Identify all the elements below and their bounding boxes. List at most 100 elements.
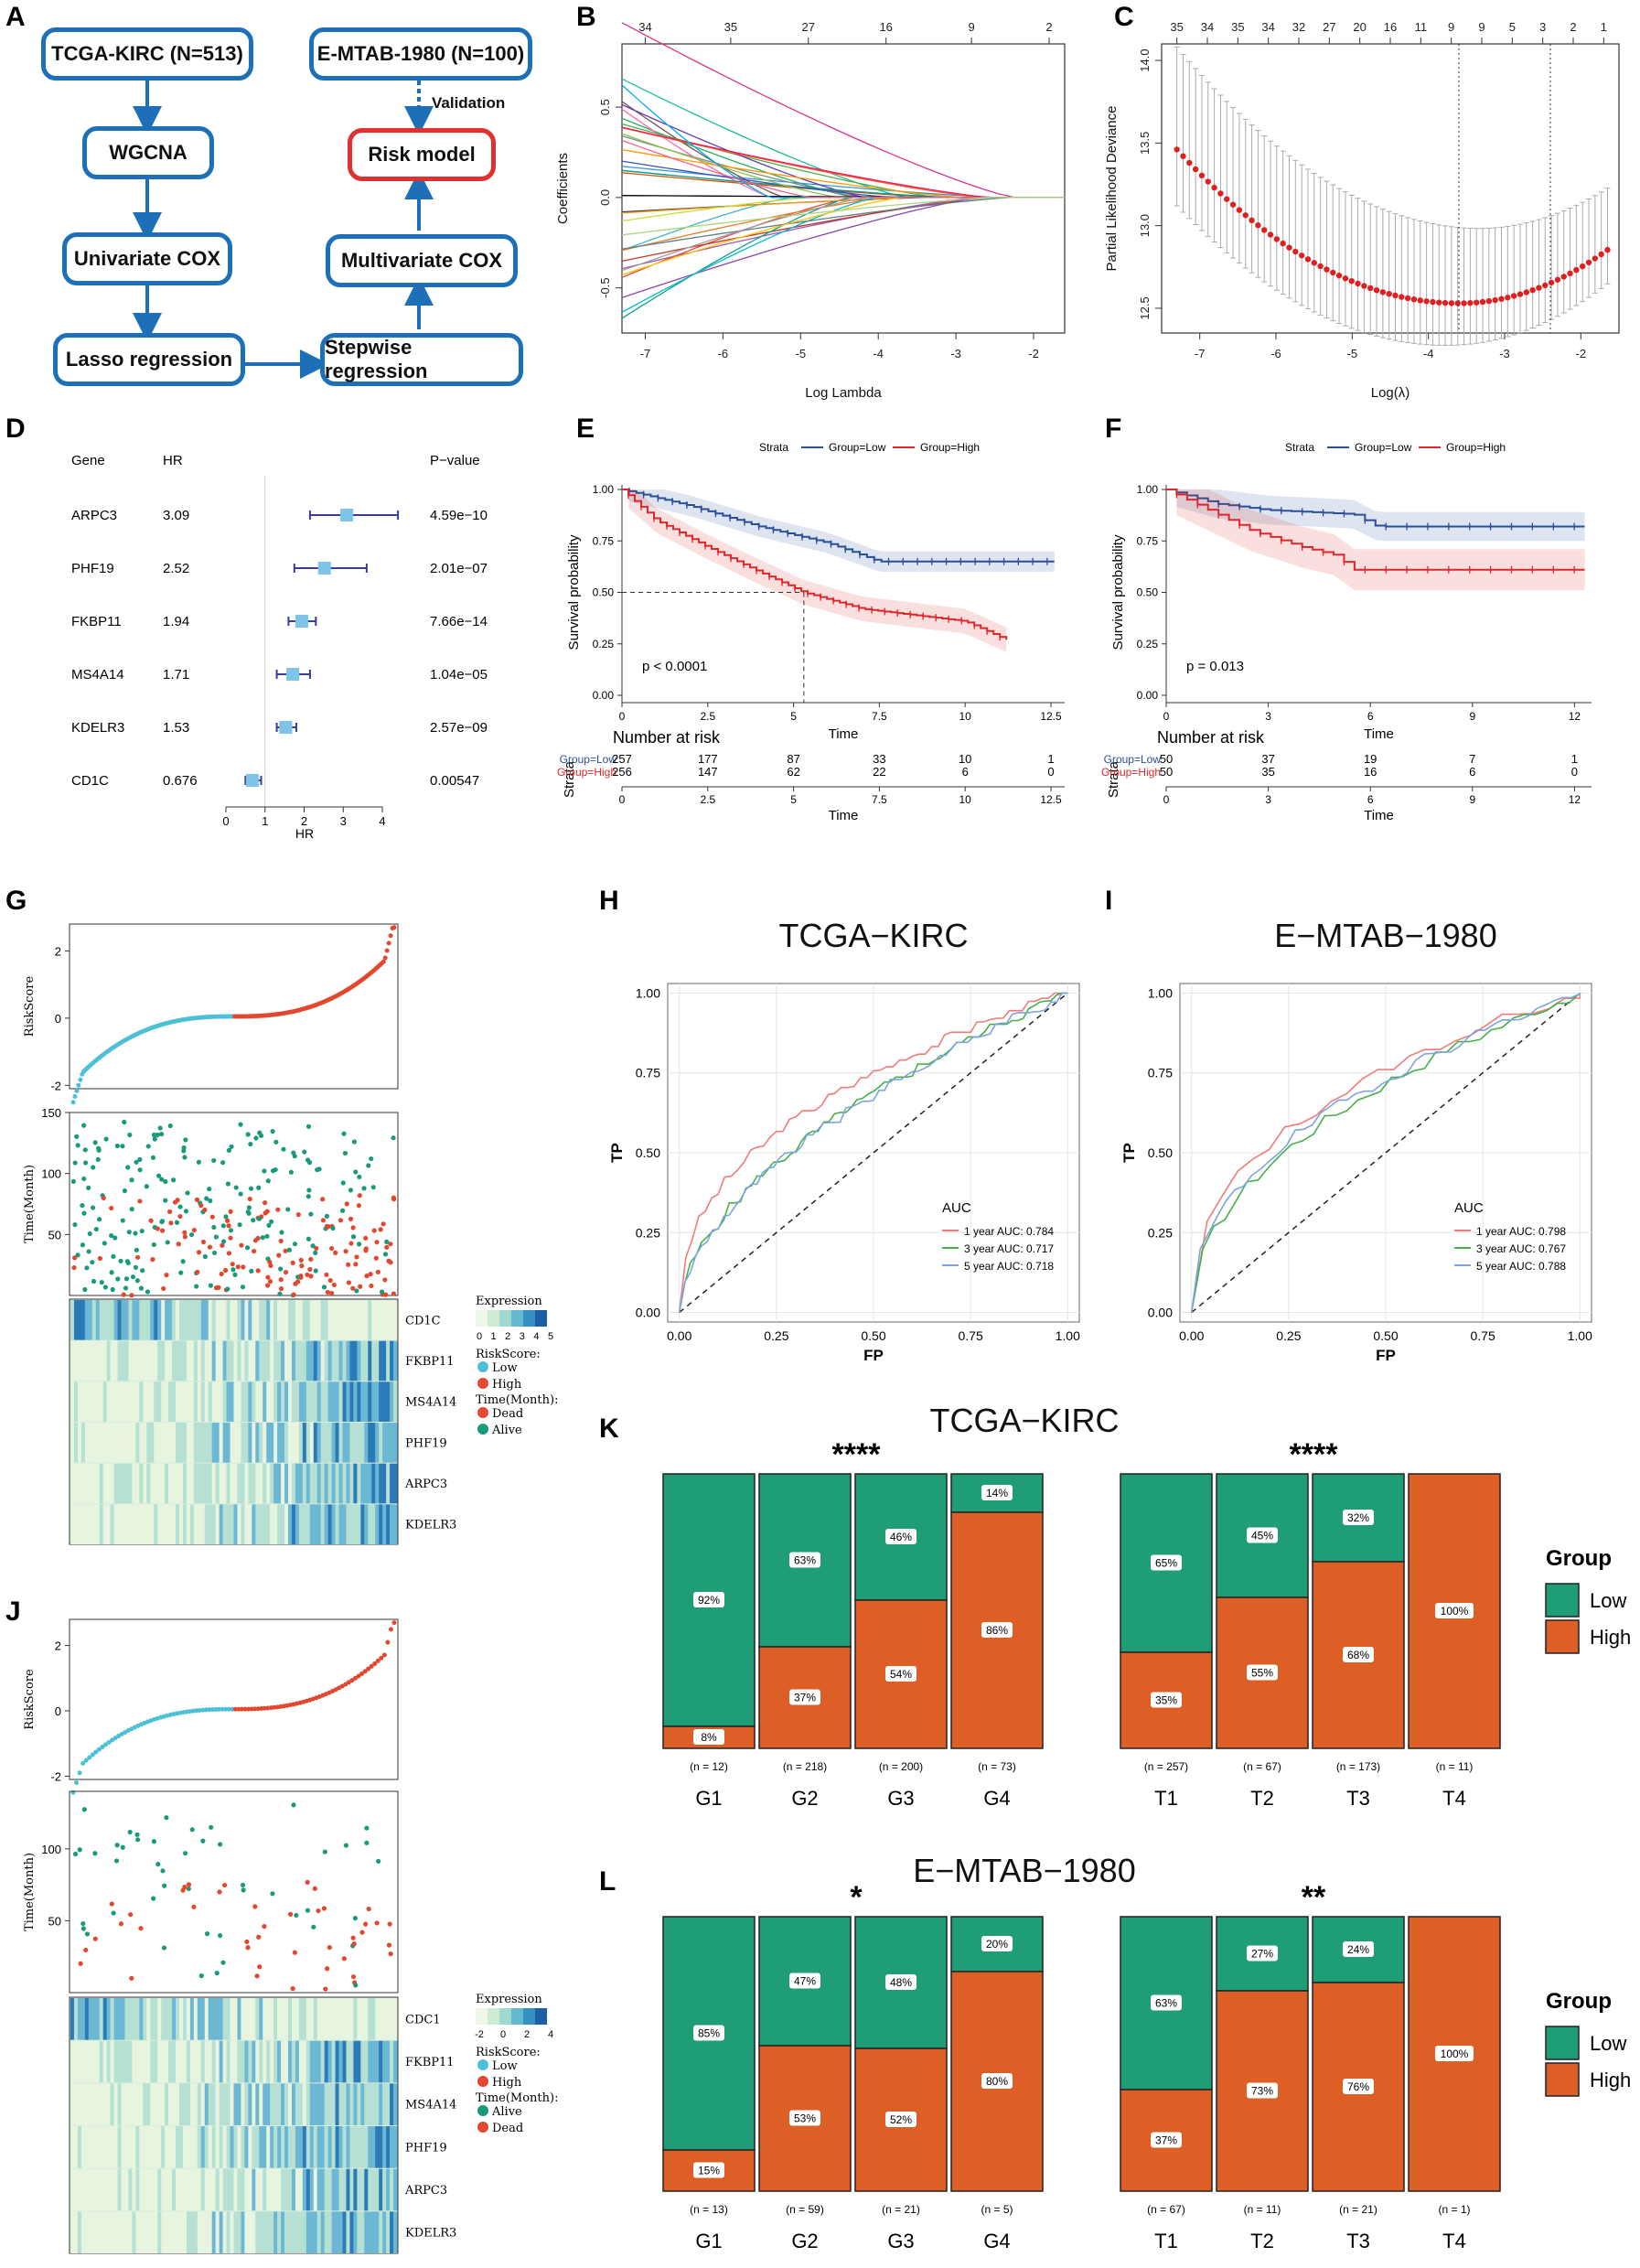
- km-curve: [622, 489, 1008, 640]
- km-ci-band: [1176, 489, 1585, 591]
- bar-high-percent: 100%: [1441, 2048, 1469, 2060]
- heatmap-cell: [390, 1381, 394, 1422]
- roc-x-tick-label: 0.50: [861, 1328, 885, 1343]
- lasso-coef-line: [621, 101, 1065, 199]
- bar-low-percent: 45%: [1251, 1530, 1273, 1542]
- cv-mean-point: [1573, 266, 1580, 274]
- heatmap-cell: [172, 1340, 177, 1381]
- heatmap-cell: [266, 1504, 271, 1544]
- heatmap-cell: [135, 1423, 140, 1463]
- flow-box-emtab: E-MTAB-1980 (N=100): [309, 27, 532, 81]
- heatmap-cell: [390, 2040, 394, 2083]
- legend-gradient-step: [523, 2008, 535, 2025]
- risk-time-point: [228, 1228, 234, 1233]
- km-risk-low-value: 7: [1469, 752, 1475, 766]
- risk-time-point: [315, 1166, 320, 1173]
- heatmap-cell: [241, 1381, 245, 1422]
- risk-time-point: [252, 1248, 257, 1254]
- heatmap-cell: [70, 1504, 75, 1544]
- risk-score-point: [239, 1706, 244, 1712]
- roc-y-tick-label: 0.25: [1148, 1225, 1173, 1240]
- risk-time-point: [129, 1207, 134, 1212]
- heatmap-cell: [208, 1381, 213, 1422]
- heatmap-cell: [113, 1381, 119, 1422]
- heatmap-cell: [353, 1423, 358, 1463]
- heatmap-cell: [309, 2168, 315, 2211]
- heatmap-cell: [288, 1998, 293, 2040]
- km-risk-high-value: 50: [1160, 765, 1173, 779]
- risk-time-point: [109, 1232, 114, 1239]
- heatmap-cell: [128, 2211, 133, 2253]
- heatmap-cell: [226, 2211, 231, 2253]
- heatmap-cell: [179, 1998, 184, 2040]
- heatmap-cell: [179, 2168, 184, 2211]
- km-risk-tick-label: 6: [1367, 793, 1374, 806]
- heatmap-cell: [270, 2211, 274, 2253]
- cv-mean-point: [1461, 300, 1467, 306]
- heatmap-cell: [324, 1300, 329, 1340]
- heatmap-cell: [313, 2040, 318, 2083]
- heatmap-cell: [146, 1300, 151, 1340]
- panel-letter-g: G: [5, 886, 27, 916]
- heatmap-cell: [241, 2040, 245, 2083]
- cv-mean-point: [1242, 212, 1249, 219]
- risk-time-point: [129, 1293, 134, 1298]
- risk-time-point: [145, 1289, 151, 1295]
- heatmap-cell: [346, 1998, 350, 2040]
- risk-time-point: [87, 1231, 92, 1237]
- risk-time-point: [134, 1278, 141, 1284]
- lasso-coef-line: [621, 197, 1065, 299]
- heatmap-cell: [80, 1998, 86, 2040]
- risk-time-point: [244, 1939, 250, 1945]
- risk-time-point: [381, 1221, 386, 1227]
- heatmap-cell: [255, 1381, 260, 1422]
- heatmap-cell: [386, 1998, 391, 2040]
- heatmap-cell: [219, 1423, 224, 1463]
- roc-auc-title: AUC: [1454, 1200, 1484, 1216]
- heatmap-cell: [161, 1998, 166, 2040]
- heatmap-cell: [295, 2168, 300, 2211]
- heatmap-cell: [273, 1463, 278, 1504]
- risk-time-point: [118, 1921, 124, 1927]
- heatmap-cell: [375, 1340, 380, 1381]
- legend-risk-title: RiskScore:: [476, 1348, 541, 1361]
- heatmap-cell: [226, 2126, 231, 2168]
- risk-time-point: [194, 1284, 199, 1289]
- heatmap-cell: [320, 2168, 326, 2211]
- risk-score-point: [83, 1757, 89, 1763]
- heatmap-cell: [302, 1504, 307, 1544]
- risk-time-point: [123, 1276, 130, 1282]
- heatmap-cell: [84, 2211, 90, 2253]
- lasso-coef-line: [621, 22, 1065, 199]
- forest-gene: CD1C: [71, 773, 109, 789]
- heatmap-cell: [284, 2083, 289, 2125]
- heatmap-cell: [309, 1463, 315, 1504]
- heatmap-cell: [368, 1504, 372, 1544]
- heatmap-cell: [211, 1504, 217, 1544]
- risk-time-point: [217, 1889, 222, 1895]
- legend-gradient-step: [488, 2008, 499, 2025]
- heatmap-cell: [291, 1463, 296, 1504]
- heatmap-cell: [353, 1998, 358, 2040]
- bar-label-box: [1343, 2079, 1374, 2094]
- cv-mean-point: [1498, 296, 1505, 302]
- risk-time-point: [244, 1245, 251, 1251]
- heatmap-cell: [73, 1340, 79, 1381]
- heatmap-cell: [135, 2168, 140, 2211]
- heatmap-cell: [281, 1504, 285, 1544]
- bar-label-box: [1435, 2046, 1474, 2061]
- risk-time-point: [278, 1286, 284, 1292]
- heatmap-cell: [165, 1504, 169, 1544]
- heatmap-cell: [102, 1504, 108, 1544]
- risk-time-point: [78, 1961, 83, 1966]
- heatmap-cell: [124, 2211, 129, 2253]
- risk-time-point: [266, 1222, 272, 1228]
- heatmap-cell: [259, 2040, 263, 2083]
- heatmap-cell: [168, 2126, 173, 2168]
- lasso-coef-line: [621, 148, 1065, 199]
- risk-time-point: [283, 1248, 288, 1253]
- legend-time-title: Time(Month):: [476, 1393, 558, 1407]
- risk-time-point: [371, 1228, 377, 1233]
- legend-low-dot: [477, 2059, 488, 2070]
- risk-time-point: [118, 1258, 123, 1263]
